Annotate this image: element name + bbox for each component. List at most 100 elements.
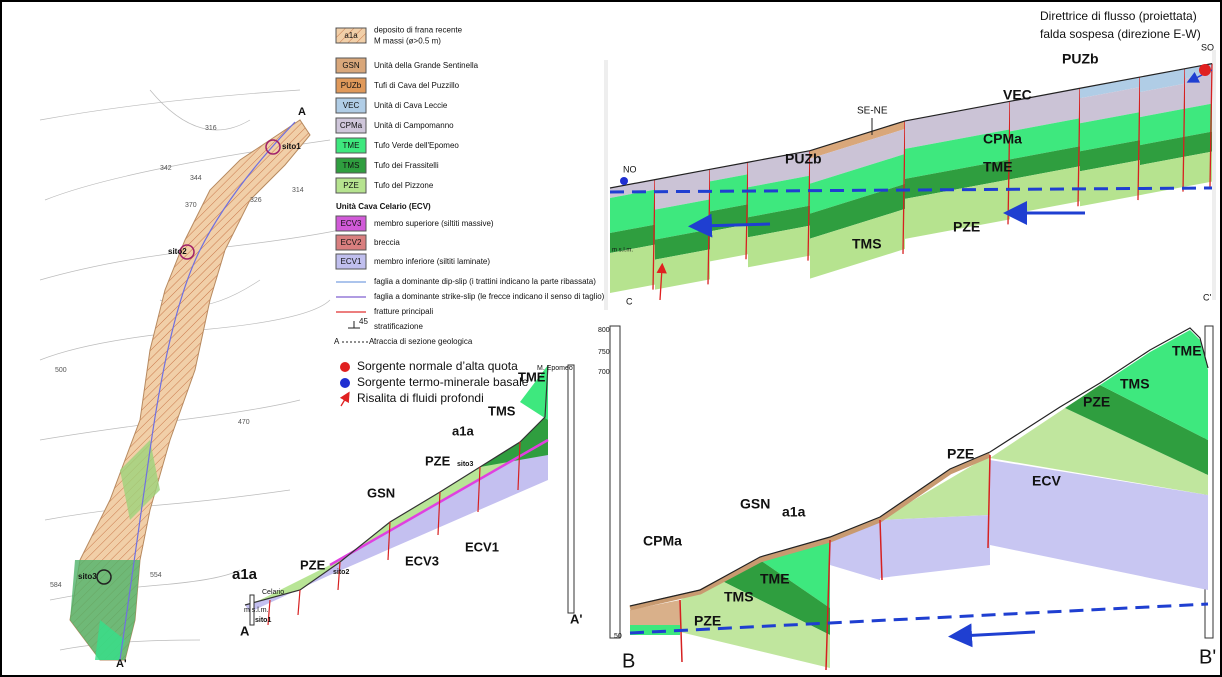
- section-label: ECV1: [465, 539, 499, 554]
- section-label: a1a: [232, 566, 258, 583]
- figure: AA'sito1sito2sito33163423443703143265004…: [0, 0, 1222, 677]
- section-label: TME: [1172, 343, 1202, 359]
- section-label: PZE: [694, 613, 721, 629]
- section-label: TMS: [488, 403, 516, 418]
- contour-label: 314: [292, 187, 304, 194]
- source-label: Risalita di fluidi profondi: [357, 391, 484, 405]
- source-label: Sorgente termo-minerale basale: [357, 375, 529, 389]
- contour-label: 470: [238, 419, 250, 426]
- legend-code: TME: [343, 141, 360, 150]
- legend-code: PUZb: [341, 81, 362, 90]
- site-label: sito3: [78, 572, 97, 581]
- legend-code: CPMa: [340, 121, 363, 130]
- section-label: CPMa: [643, 533, 682, 549]
- axis-label: 800: [598, 327, 610, 334]
- contour-label: 342: [160, 165, 172, 172]
- section-label: TMS: [1120, 376, 1150, 392]
- section-label: GSN: [740, 496, 770, 512]
- stratum: [1185, 104, 1212, 137]
- legend-label: Unità di Cava Leccie: [374, 101, 448, 110]
- section-label: A': [570, 611, 582, 626]
- section-label: PZE: [947, 446, 974, 462]
- legend-code: VEC: [343, 101, 360, 110]
- section-label: PZE: [425, 453, 451, 468]
- legend-label: deposito di frana recente: [374, 26, 463, 35]
- section-label: PZE: [300, 557, 326, 572]
- legend-label: faglia a dominante strike-slip (le frecc…: [374, 292, 605, 301]
- legend-label: Unità di Campomanno: [374, 121, 454, 130]
- section-label: ECV3: [405, 553, 439, 568]
- annotation: falda sospesa (direzione E-W): [1040, 27, 1201, 41]
- legend-label: Tufo del Pizzone: [374, 181, 434, 190]
- section-label: sito3: [457, 461, 473, 468]
- section-label: A: [240, 623, 250, 638]
- legend-label: fratture principali: [374, 307, 433, 316]
- section-label: ECV: [1032, 473, 1061, 489]
- section-label: GSN: [367, 485, 395, 500]
- section-label: TME: [983, 159, 1013, 175]
- axis: [604, 60, 608, 310]
- site-label: sito2: [168, 247, 187, 256]
- contour-label: 554: [150, 572, 162, 579]
- source-label: Sorgente normale d’alta quota: [357, 359, 518, 373]
- legend-label: membro superiore (siltiti massive): [374, 219, 494, 228]
- axis: [610, 326, 620, 638]
- section-label: SE-NE: [857, 106, 888, 117]
- contour-label: 316: [205, 125, 217, 132]
- legend-label: Tufi di Cava del Puzzillo: [374, 81, 460, 90]
- legend-label: Tufo dei Frassitelli: [374, 161, 439, 170]
- legend-dip: 45: [359, 317, 368, 326]
- section-label: SO: [1201, 42, 1214, 52]
- section-label: PZE: [1083, 394, 1110, 410]
- label: A': [116, 658, 127, 670]
- section-label: m s.l.m.: [244, 607, 269, 614]
- stratum: [1185, 74, 1212, 109]
- section-label: TMS: [724, 589, 754, 605]
- axis-label: 750: [598, 349, 610, 356]
- section-label: B: [622, 650, 635, 672]
- section-label: sito2: [333, 569, 349, 576]
- section-label: Celario: [262, 589, 284, 596]
- legend-trace-end: A: [334, 337, 340, 346]
- legend-label: traccia di sezione geologica: [374, 337, 473, 346]
- source-red: [340, 362, 350, 372]
- legend-code: ECV3: [341, 219, 362, 228]
- legend-label: breccia: [374, 238, 400, 247]
- axis-label: 50: [614, 633, 622, 640]
- legend-label: M massi (ø>0.5 m): [374, 37, 441, 46]
- axis-label: 700: [598, 369, 610, 376]
- source-red: [1199, 64, 1211, 76]
- flow-arrow: [700, 224, 770, 226]
- section-label: TME: [760, 571, 790, 587]
- axis: [1212, 50, 1216, 300]
- legend-label: faglia a dominante dip-slip (i trattini …: [374, 277, 596, 286]
- section-label: NO: [623, 164, 637, 174]
- legend-label: stratificazione: [374, 322, 423, 331]
- section-label: PUZb: [1062, 51, 1099, 67]
- section-label: PUZb: [785, 151, 822, 167]
- legend-code: TMS: [343, 161, 360, 170]
- section-label: sito1: [255, 617, 271, 624]
- source-blue: [620, 177, 628, 185]
- legend-label: Tufo Verde dell'Epomeo: [374, 141, 459, 150]
- site-label: sito1: [282, 142, 301, 151]
- source-blue: [340, 378, 350, 388]
- scale-bar: [568, 365, 574, 613]
- section-label: C: [626, 296, 633, 306]
- contour-label: 500: [55, 367, 67, 374]
- legend-code: a1a: [344, 31, 358, 40]
- section-label: m s.l.m.: [612, 248, 633, 254]
- annotation: Direttrice di flusso (proiettata): [1040, 9, 1197, 23]
- section-label: CPMa: [983, 131, 1022, 147]
- label: A: [298, 106, 306, 118]
- contour-label: 584: [50, 582, 62, 589]
- legend-code: ECV1: [341, 257, 362, 266]
- section-label: B': [1199, 646, 1216, 668]
- legend-label: Unità della Grande Sentinella: [374, 61, 479, 70]
- stratum: [1185, 152, 1212, 187]
- contour-label: 326: [250, 197, 262, 204]
- contour-label: 344: [190, 175, 202, 182]
- section-label: VEC: [1003, 87, 1032, 103]
- section-label: M. Epomeo: [537, 365, 573, 372]
- legend-code: ECV2: [341, 238, 362, 247]
